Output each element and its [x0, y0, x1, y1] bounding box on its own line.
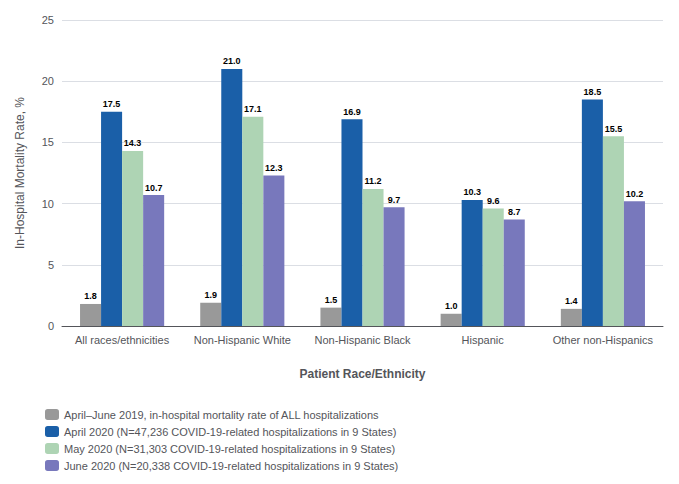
svg-text:June 2020 (N=20,338 COVID-19-r: June 2020 (N=20,338 COVID-19-related hos…: [64, 460, 398, 472]
svg-text:Other non-Hispanics: Other non-Hispanics: [553, 334, 654, 346]
svg-text:20: 20: [42, 75, 54, 87]
svg-text:0: 0: [48, 320, 54, 332]
svg-text:1.9: 1.9: [204, 290, 217, 300]
svg-text:14.3: 14.3: [124, 138, 142, 148]
svg-text:21.0: 21.0: [223, 56, 241, 66]
svg-text:Non-Hispanic Black: Non-Hispanic Black: [315, 334, 411, 346]
svg-text:1.8: 1.8: [84, 291, 97, 301]
svg-text:1.0: 1.0: [445, 301, 458, 311]
svg-text:All races/ethnicities: All races/ethnicities: [75, 334, 170, 346]
svg-text:18.5: 18.5: [584, 87, 602, 97]
svg-text:15.5: 15.5: [605, 124, 623, 134]
svg-text:1.4: 1.4: [565, 296, 578, 306]
svg-text:25: 25: [42, 14, 54, 26]
svg-text:5: 5: [48, 259, 54, 271]
svg-text:May 2020 (N=31,303 COVID-19-re: May 2020 (N=31,303 COVID-19-related hosp…: [64, 443, 395, 455]
svg-text:8.7: 8.7: [508, 207, 521, 217]
svg-text:11.2: 11.2: [365, 176, 382, 186]
svg-text:10.7: 10.7: [145, 183, 163, 193]
svg-text:April 2020 (N=47,236 COVID-19-: April 2020 (N=47,236 COVID-19-related ho…: [64, 426, 396, 438]
svg-text:Non-Hispanic White: Non-Hispanic White: [194, 334, 291, 346]
svg-text:10.2: 10.2: [626, 189, 644, 199]
svg-text:9.7: 9.7: [388, 195, 401, 205]
svg-text:17.1: 17.1: [244, 104, 262, 114]
svg-text:9.6: 9.6: [487, 196, 500, 206]
svg-text:Patient Race/Ethnicity: Patient Race/Ethnicity: [299, 367, 425, 381]
svg-text:1.5: 1.5: [325, 295, 338, 305]
svg-text:16.9: 16.9: [343, 107, 361, 117]
svg-text:10.3: 10.3: [463, 187, 481, 197]
svg-text:10: 10: [42, 198, 54, 210]
svg-text:17.5: 17.5: [103, 99, 121, 109]
svg-text:12.3: 12.3: [265, 163, 283, 173]
svg-text:15: 15: [42, 136, 54, 148]
svg-text:April–June 2019, in-hospital m: April–June 2019, in-hospital mortality r…: [64, 409, 379, 421]
svg-text:In-Hospital Mortality Rate, %: In-Hospital Mortality Rate, %: [13, 97, 27, 249]
svg-text:Hispanic: Hispanic: [462, 334, 505, 346]
